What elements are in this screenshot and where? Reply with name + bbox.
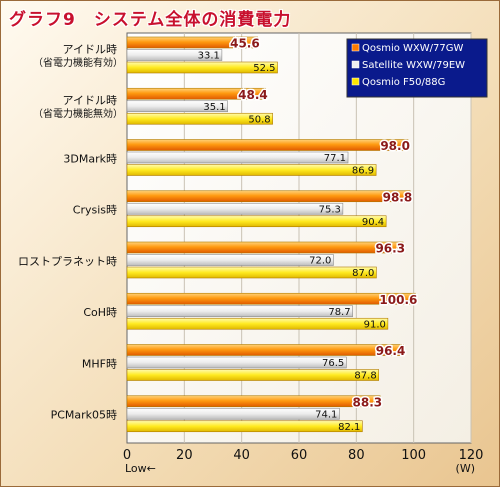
category-label: アイドル時 (63, 94, 117, 107)
bar-value-label: 75.3 (319, 204, 341, 215)
bar (126, 305, 353, 318)
category-label: MHF時 (82, 357, 117, 370)
legend-label: Qosmio WXW/77GW (362, 43, 463, 54)
bar (126, 36, 259, 49)
legend: Qosmio WXW/77GW Satellite WXW/79EW Qosmio … (346, 38, 488, 98)
category-label: ロストプラネット時 (18, 255, 117, 268)
bar-value-label: 52.5 (253, 63, 275, 74)
category-labels: アイドル時（省電力機能有効）アイドル時（省電力機能無効）3DMark時Crysi… (18, 43, 123, 422)
bar (126, 395, 381, 408)
legend-swatch (351, 43, 360, 52)
bar-value-label: 96.4 (376, 344, 406, 358)
category-label: Crysis時 (73, 204, 117, 217)
legend-swatch (351, 60, 360, 69)
bar (126, 100, 228, 113)
category-label: 3DMark時 (63, 152, 117, 165)
category-label: アイドル時 (63, 43, 117, 56)
bar (126, 139, 409, 151)
bar (126, 356, 347, 369)
x-tick-label: 120 (459, 448, 484, 463)
bar-value-label: 82.1 (338, 422, 360, 433)
category-sublabel: （省電力機能有効） (33, 56, 123, 69)
bar-value-label: 77.1 (324, 153, 346, 164)
legend-label: Satellite WXW/79EW (362, 60, 465, 71)
bar-value-label: 98.8 (383, 190, 413, 204)
bar (126, 344, 404, 356)
legend-box (346, 38, 488, 98)
bar-value-label: 86.9 (352, 166, 374, 177)
bar (126, 164, 377, 176)
bar (126, 420, 363, 433)
x-axis-unit: (W) (456, 462, 475, 475)
category-label: PCMark05時 (51, 409, 117, 422)
bar-value-label: 87.8 (354, 371, 376, 382)
x-tick-label: 80 (348, 448, 365, 463)
bar (126, 151, 349, 164)
bar-value-label: 78.7 (328, 307, 350, 318)
bar-value-label: 98.0 (380, 139, 410, 153)
bar-value-label: 90.4 (362, 217, 384, 228)
x-tick-label: 100 (401, 448, 426, 463)
legend-swatch (351, 77, 360, 86)
x-axis-annotation: Low← (125, 462, 156, 475)
x-axis-ticks: 0 20 40 60 80 100 120 (123, 448, 484, 463)
bar-value-label: 50.8 (248, 114, 270, 125)
bar-value-label: 72.0 (309, 256, 331, 267)
x-tick-label: 20 (176, 448, 193, 463)
bar (126, 190, 411, 203)
category-label: CoH時 (83, 306, 117, 319)
bars: 45.6 33.1 52.5 48.4 35.1 50.8 98.0 77.1 86.9 98.8… (126, 35, 419, 433)
bar (126, 49, 223, 61)
bar (126, 266, 377, 279)
legend-label: Qosmio F50/88G (362, 77, 445, 88)
bar-value-label: 35.1 (203, 102, 225, 113)
bar-value-label: 87.0 (352, 268, 374, 279)
bar (126, 202, 344, 215)
bar (126, 241, 404, 254)
bar (126, 112, 273, 125)
bar-value-label: 76.5 (322, 358, 344, 369)
bar (126, 87, 267, 100)
bar (126, 61, 278, 74)
bar-value-label: 74.1 (315, 409, 337, 420)
bar-value-label: 33.1 (198, 51, 220, 62)
bar (126, 317, 389, 330)
bar (126, 292, 416, 305)
bar (126, 215, 387, 228)
bar (126, 407, 340, 420)
chart-title: グラフ9 システム全体の消費電力 (9, 10, 292, 30)
bar (126, 254, 334, 266)
bar-value-label: 100.6 (379, 293, 417, 307)
x-tick-label: 40 (233, 448, 250, 463)
x-tick-label: 0 (123, 448, 131, 463)
x-tick-label: 60 (291, 448, 308, 463)
bar-value-label: 48.4 (238, 88, 268, 102)
bar (126, 369, 379, 381)
bar-value-label: 96.3 (375, 242, 405, 256)
bar-value-label: 45.6 (230, 37, 260, 51)
bar-value-label: 91.0 (364, 319, 386, 330)
bar-value-label: 88.3 (353, 395, 383, 409)
category-sublabel: （省電力機能無効） (33, 107, 123, 120)
